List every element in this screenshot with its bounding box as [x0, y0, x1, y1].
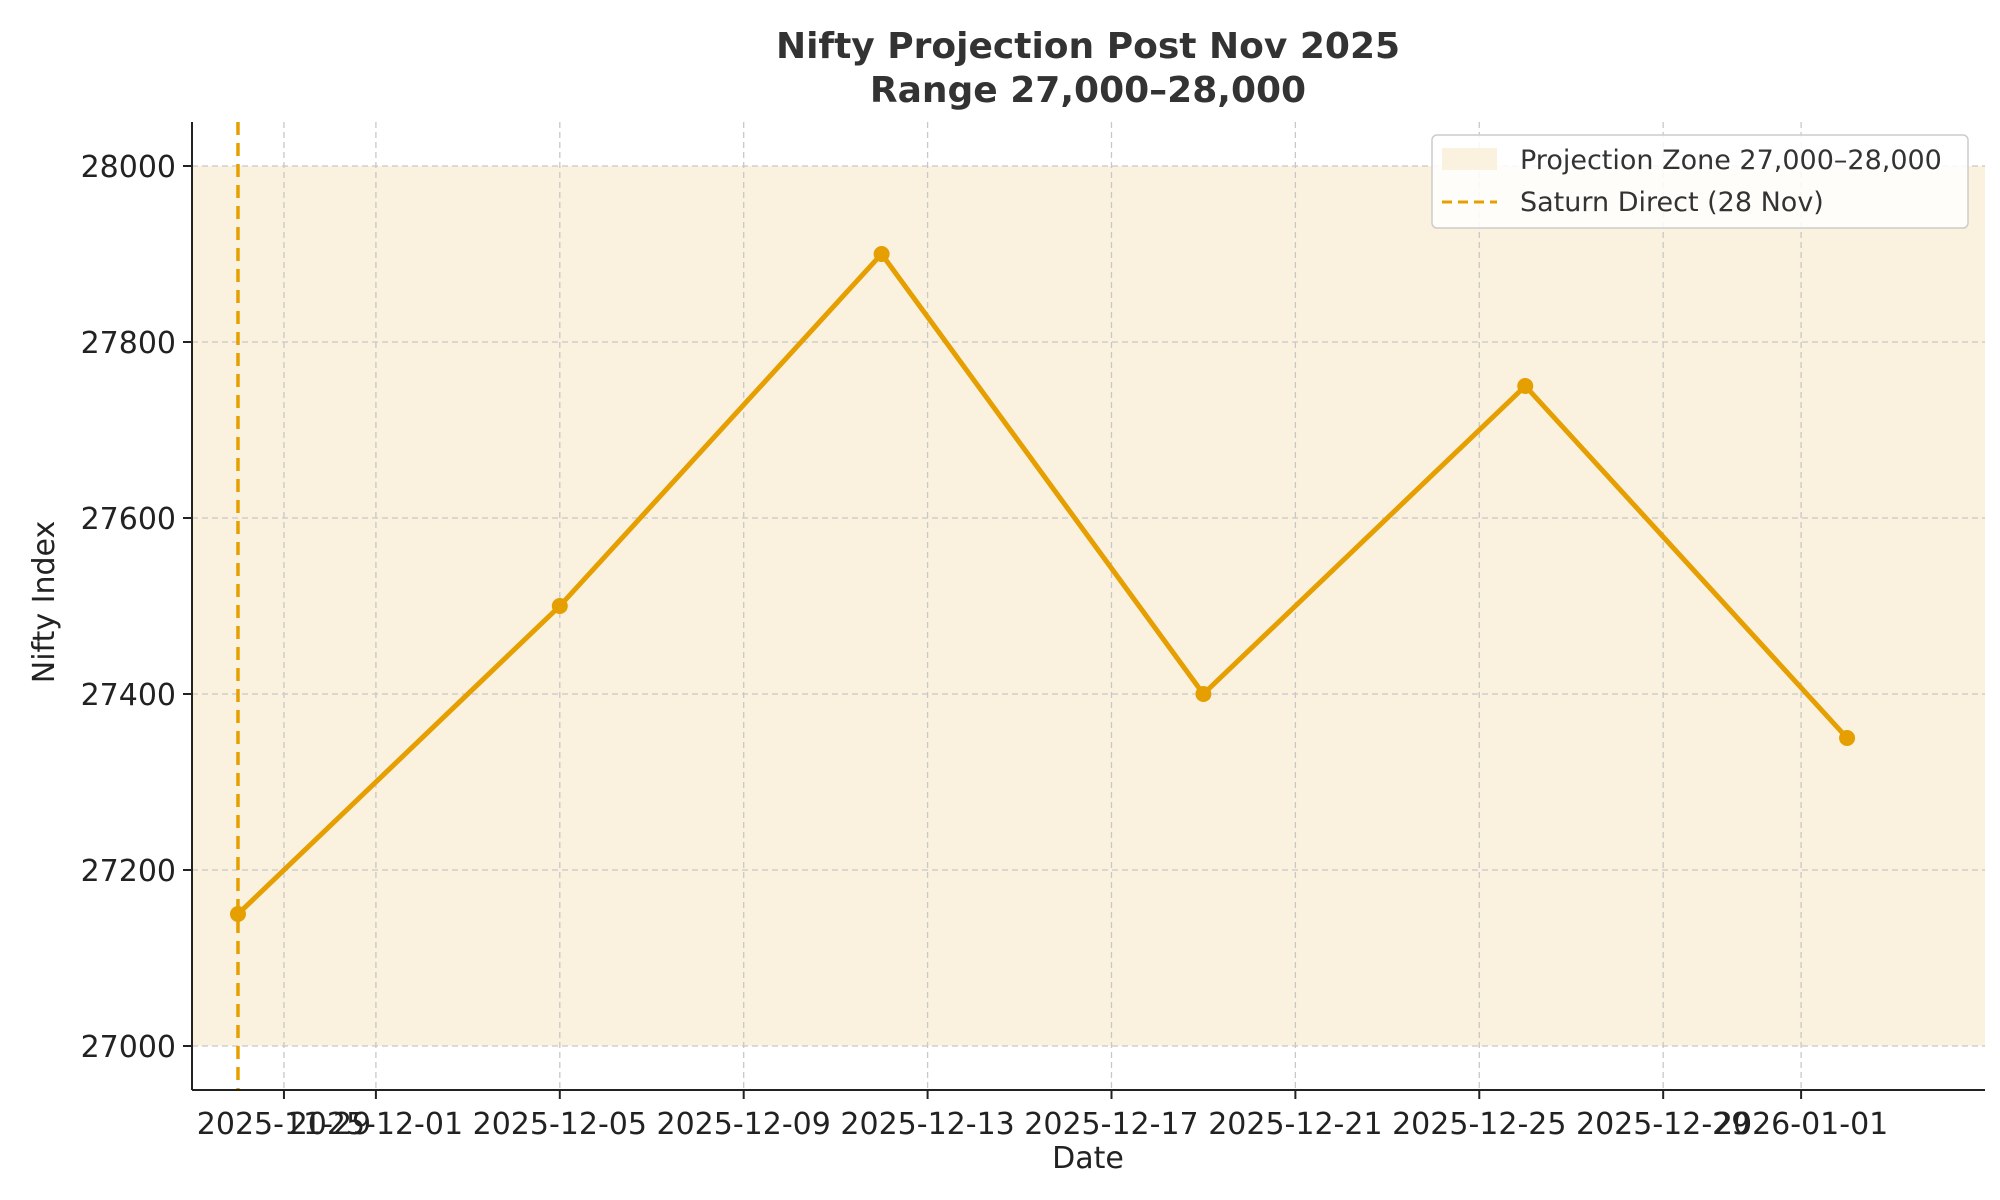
x-tick-label: 2025-12-01: [289, 1107, 463, 1142]
chart-subtitle: Range 27,000–28,000: [870, 70, 1306, 111]
x-tick-label: 2025-12-21: [1208, 1107, 1382, 1142]
x-tick-label: 2025-12-17: [1024, 1107, 1198, 1142]
data-point: [1839, 730, 1856, 746]
x-tick-label: 2025-12-29: [1576, 1107, 1750, 1142]
chart-title: Nifty Projection Post Nov 2025: [776, 26, 1400, 67]
legend-vline-label: Saturn Direct (28 Nov): [1520, 187, 1824, 218]
legend-zone-label: Projection Zone 27,000–28,000: [1520, 145, 1942, 176]
y-tick-label: 27600: [81, 502, 176, 537]
data-point: [229, 906, 246, 922]
legend-box: [1431, 134, 1969, 229]
y-axis-label: Nifty Index: [27, 521, 62, 683]
y-tick-label: 27800: [81, 326, 176, 361]
data-point: [873, 246, 890, 262]
y-tick-label: 27200: [81, 854, 176, 889]
x-tick-label: 2026-01-01: [1714, 1107, 1888, 1142]
legend: Projection Zone 27,000–28,000 Saturn Dir…: [1431, 134, 1969, 229]
y-tick-label: 27000: [81, 1030, 176, 1065]
x-tick-label: 2025-12-05: [473, 1107, 647, 1142]
x-axis-label: Date: [1052, 1141, 1124, 1176]
y-tick-label: 27400: [81, 678, 176, 713]
data-point: [1517, 378, 1534, 394]
legend-zone-swatch: [1442, 148, 1497, 170]
data-point: [1195, 686, 1212, 702]
data-point: [551, 598, 568, 614]
series-line: [235, 251, 1850, 917]
x-tick-label: 2025-11-29: [197, 1107, 371, 1142]
projection-zone: [192, 166, 1985, 1046]
x-tick-label: 2025-12-13: [840, 1107, 1014, 1142]
x-tick-label: 2025-12-25: [1392, 1107, 1566, 1142]
y-tick-label: 28000: [81, 150, 176, 185]
x-tick-label: 2025-12-09: [657, 1107, 831, 1142]
